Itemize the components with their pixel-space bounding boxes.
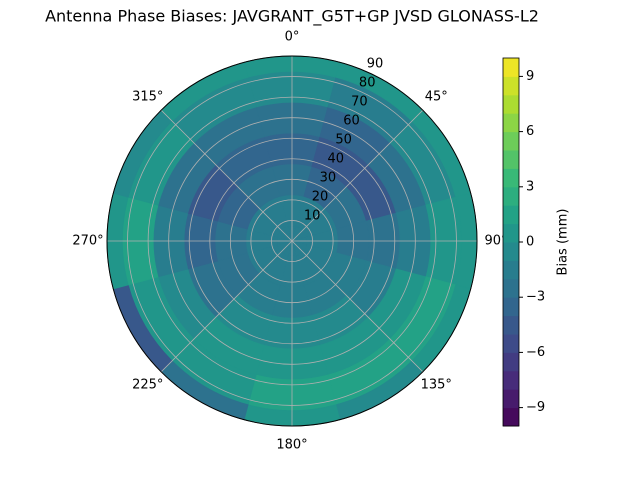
colorbar-band [503, 168, 519, 188]
colorbar-band [503, 260, 519, 280]
colorbar-tick-label: −3 [526, 290, 545, 305]
colorbar-band [503, 297, 519, 317]
colorbar: −9 −6 −3 0 3 6 9 Bias (mm) [502, 57, 571, 427]
colorbar-band [503, 334, 519, 353]
theta-tick-label: 135° [421, 378, 452, 393]
colorbar-tick-label: −6 [526, 345, 545, 360]
colorbar-band [503, 242, 519, 261]
grid [106, 55, 478, 427]
r-tick-label: 50 [335, 133, 352, 148]
axis-labels: 10 20 30 40 50 60 70 80 90 0° 45° 90° 135° 180° 225° 27… [72, 30, 507, 453]
r-tick-label: 20 [312, 190, 329, 205]
colorbar-label: Bias (mm) [556, 209, 571, 276]
chart-title: Antenna Phase Biases: JAVGRANT_G5T+GP JV… [45, 7, 539, 27]
theta-tick-label: 225° [132, 378, 163, 393]
contour-area [106, 55, 478, 427]
colorbar-tick-label: 9 [526, 69, 534, 84]
colorbar-band [503, 76, 519, 96]
r-tick-label: 70 [351, 95, 368, 110]
theta-tick-label: 315° [132, 89, 163, 104]
colorbar-tick-label: 3 [526, 179, 534, 194]
theta-tick-label: 90° [484, 234, 507, 249]
grid-spoke [160, 240, 293, 373]
r-tick-label: 90 [367, 57, 384, 72]
colorbar-band [503, 278, 519, 298]
colorbar-band [503, 58, 519, 77]
colorbar-band [503, 315, 519, 335]
colorbar-band [503, 186, 519, 206]
colorbar-band [503, 370, 519, 390]
colorbar-band [503, 223, 519, 243]
r-tick-label: 10 [304, 209, 321, 224]
colorbar-band [503, 94, 519, 114]
grid-spoke [291, 240, 424, 373]
colorbar-tick-label: 6 [526, 124, 534, 139]
grid-spoke [160, 109, 293, 242]
theta-tick-label: 180° [276, 438, 307, 453]
theta-tick-label: 45° [425, 89, 448, 104]
r-tick-label: 30 [320, 171, 337, 186]
colorbar-band [503, 407, 519, 427]
polar-frame [106, 55, 478, 427]
colorbar-band [503, 389, 519, 409]
r-tick-label: 40 [327, 152, 344, 167]
colorbar-tick-label: 0 [526, 235, 534, 250]
colorbar-band [503, 205, 519, 225]
colorbar-band [503, 131, 519, 151]
theta-tick-label: 0° [285, 30, 300, 45]
colorbar-band [503, 352, 519, 372]
colorbar-band [503, 150, 519, 169]
colorbar-tick-label: −9 [526, 400, 545, 415]
theta-tick-label: 270° [72, 234, 103, 249]
r-tick-label: 60 [343, 114, 360, 129]
colorbar-band [503, 113, 519, 133]
grid-spoke [291, 109, 424, 242]
r-tick-label: 80 [359, 76, 376, 91]
